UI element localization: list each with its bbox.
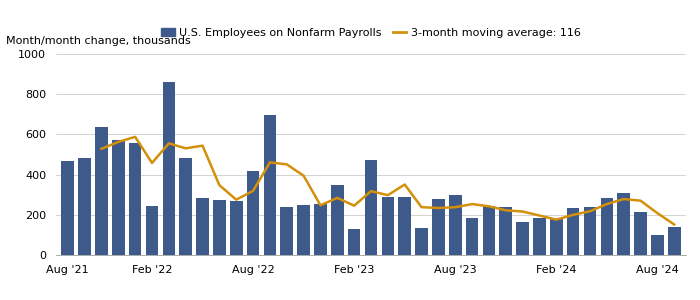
Bar — [213, 200, 225, 255]
Bar — [567, 208, 580, 255]
Bar — [331, 184, 344, 255]
Bar — [382, 197, 394, 255]
Bar — [78, 158, 91, 255]
Bar — [550, 219, 563, 255]
Bar — [247, 171, 260, 255]
Bar — [449, 195, 461, 255]
Bar — [146, 206, 158, 255]
Bar — [365, 160, 377, 255]
Bar — [314, 203, 327, 255]
Bar — [112, 140, 125, 255]
Legend: U.S. Employees on Nonfarm Payrolls, 3-month moving average: 116: U.S. Employees on Nonfarm Payrolls, 3-mo… — [157, 23, 585, 42]
Bar — [668, 227, 680, 255]
Bar — [432, 199, 444, 255]
Bar — [634, 212, 647, 255]
Bar — [230, 201, 243, 255]
Bar — [264, 115, 276, 255]
Bar — [415, 228, 428, 255]
Bar — [499, 207, 512, 255]
Bar — [651, 235, 664, 255]
Bar — [95, 128, 108, 255]
Bar — [482, 206, 495, 255]
Bar — [533, 218, 546, 255]
Bar — [281, 207, 293, 255]
Bar — [517, 222, 529, 255]
Bar — [129, 143, 141, 255]
Bar — [466, 218, 478, 255]
Bar — [62, 161, 74, 255]
Bar — [162, 82, 175, 255]
Bar — [179, 158, 192, 255]
Bar — [601, 197, 613, 255]
Bar — [617, 193, 630, 255]
Text: Month/month change, thousands: Month/month change, thousands — [6, 36, 190, 46]
Bar — [298, 206, 310, 255]
Bar — [348, 229, 360, 255]
Bar — [196, 197, 209, 255]
Bar — [584, 207, 596, 255]
Bar — [398, 197, 411, 255]
